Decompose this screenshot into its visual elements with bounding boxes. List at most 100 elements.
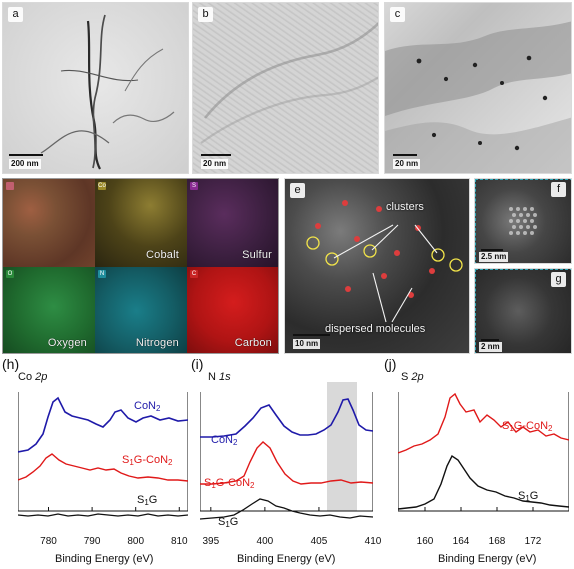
chart-h-svg xyxy=(18,392,188,517)
eds-carbon-label: Carbon xyxy=(234,337,272,349)
panel-g-inset-image: g 2 nm xyxy=(474,268,572,354)
chart-j-s1gcon2-label-sub: 1 xyxy=(509,424,514,433)
chart-h-panel-label: (h) xyxy=(2,356,20,372)
panel-b-tem-image: b 20 nm xyxy=(192,2,379,174)
chart-i-s1gcon2-label-sub2: 2 xyxy=(250,481,255,490)
chart-i-s1g-label-tail: G xyxy=(229,516,239,528)
chart-i-svg xyxy=(200,382,373,520)
panel-e-stem-image: e clusters dispersed molecules 10 nm xyxy=(284,178,470,354)
chart-h-s1g-label: S1G xyxy=(137,494,158,507)
chart-i-panel-label: (i) xyxy=(191,356,204,372)
panel-c-stem-image: c 20 nm xyxy=(384,2,572,174)
panel-f-letter: f xyxy=(551,182,566,197)
eds-sulfur-label: Sulfur xyxy=(242,249,272,261)
panel-g-border xyxy=(475,269,571,353)
chart-i-xtick-label-3: 410 xyxy=(364,536,382,547)
panel-e-scale-bar xyxy=(293,334,330,336)
chart-h-xtick-label-1: 790 xyxy=(83,536,101,547)
chart-h-s1gcon2-label-s: S xyxy=(122,454,130,466)
chart-h-title: Co 2p xyxy=(18,371,47,383)
chart-h-con2-label: CoN2 xyxy=(134,400,161,413)
panel-a-image-art xyxy=(40,14,175,170)
panel-a-letter: a xyxy=(8,7,23,22)
chart-j-s1g-label: S1G xyxy=(518,490,539,503)
chart-j-series-s1gcon2 xyxy=(398,392,569,454)
chart-j-s1g-label-s: S xyxy=(518,490,526,502)
chart-i-con2-label-sub: 2 xyxy=(233,438,238,447)
dispersed-molecules-annotation: dispersed molecules xyxy=(325,323,426,335)
chart-h-con2-label-sub: 2 xyxy=(156,404,161,413)
chart-i-con2-label-main: CoN xyxy=(211,434,234,446)
panel-c-scale-bar xyxy=(393,154,417,156)
eds-sulfur-map: S Sulfur xyxy=(187,179,278,267)
panel-e-image-art xyxy=(306,200,463,323)
panel-f-border xyxy=(475,179,571,263)
panel-f-scale-bar xyxy=(481,249,503,251)
chart-h-s1gcon2-label-sub2: 2 xyxy=(168,458,173,467)
chart-j-svg xyxy=(398,392,569,512)
eds-nitrogen-badge: N xyxy=(98,270,106,278)
chart-h-xtick-label-3: 810 xyxy=(170,536,188,547)
panel-e-scale-label: 10 nm xyxy=(293,339,321,349)
panel-a-scale-label: 200 nm xyxy=(9,159,41,169)
eds-cobalt-map: Co Cobalt xyxy=(95,179,187,267)
chart-i-con2-label: CoN2 xyxy=(211,434,238,447)
eds-sulfur-badge: S xyxy=(190,182,198,190)
chart-j-xtick-label-1: 164 xyxy=(452,536,470,547)
chart-h-title-sub: 2p xyxy=(35,371,48,383)
chart-h-xtick-label-2: 800 xyxy=(127,536,145,547)
chart-i-title-main: N xyxy=(208,371,216,383)
chart-i-series-s1gcon2 xyxy=(200,441,373,485)
eds-nitrogen-map: N Nitrogen xyxy=(95,267,187,353)
chart-h-s1gcon2-label: S1G-CoN2 xyxy=(122,454,173,467)
chart-i-s1g-label: S1G xyxy=(218,516,239,529)
panel-g-letter: g xyxy=(551,272,566,287)
chart-h-s1gcon2-label-sub: 1 xyxy=(129,458,134,467)
chart-h-con2-label-main: CoN xyxy=(134,400,157,412)
chart-i-s1gcon2-label-sub: 1 xyxy=(211,481,216,490)
chart-h-series-con2 xyxy=(18,396,188,453)
panel-b-image-art xyxy=(200,22,378,144)
chart-j-title: S 2p xyxy=(401,371,424,383)
chart-i-xtick-label-2: 405 xyxy=(310,536,328,547)
panel-g-scale-bar xyxy=(481,339,499,341)
chart-i-title: N 1s xyxy=(208,371,231,383)
chart-j-s1gcon2-label-sub2: 2 xyxy=(548,424,553,433)
chart-j-panel-label: (j) xyxy=(384,356,397,372)
chart-i-s1g-label-s: S xyxy=(218,516,226,528)
chart-i-title-sub: 1s xyxy=(219,371,231,383)
panel-e-letter: e xyxy=(290,183,305,198)
clusters-annotation: clusters xyxy=(386,201,424,213)
chart-h-s1g-label-tail: G xyxy=(148,494,158,506)
chart-j-s1gcon2-label-s: S xyxy=(502,420,510,432)
chart-i-xtick-label-1: 400 xyxy=(256,536,274,547)
panel-a-scale-bar xyxy=(9,154,43,156)
chart-i-series-s1g xyxy=(200,498,373,520)
eds-composite-map xyxy=(3,179,95,267)
chart-i-s1gcon2-label-tail: G-CoN xyxy=(215,477,251,489)
chart-j-s1g-label-tail: G xyxy=(529,490,539,502)
panel-b-scale-bar xyxy=(201,154,231,156)
eds-cobalt-label: Cobalt xyxy=(146,249,179,261)
panel-b-scale-label: 20 nm xyxy=(201,159,229,169)
chart-j-s1gcon2-label: S1G-CoN2 xyxy=(502,420,553,433)
eds-cobalt-badge: Co xyxy=(98,182,106,190)
chart-i-s1gcon2-label: S1G-CoN2 xyxy=(204,477,255,490)
panel-a-tem-image: a 200 nm xyxy=(2,2,189,174)
chart-i-xtick-label-0: 395 xyxy=(202,536,220,547)
panel-c-letter: c xyxy=(390,7,405,22)
chart-h-s1g-label-sub: 1 xyxy=(144,498,149,507)
chart-j-xtick-label-2: 168 xyxy=(488,536,506,547)
panel-b-letter: b xyxy=(198,7,213,22)
eds-carbon-badge: C xyxy=(190,270,198,278)
chart-h-xtick-label-0: 780 xyxy=(40,536,57,547)
eds-carbon-map: C Carbon xyxy=(187,267,278,353)
chart-j-xlabel: Binding Energy (eV) xyxy=(438,553,537,565)
chart-j-series-s1g xyxy=(398,454,569,510)
chart-i-xlabel: Binding Energy (eV) xyxy=(237,553,336,565)
eds-oxygen-badge: O xyxy=(6,270,14,278)
chart-j-title-main: S xyxy=(401,371,409,383)
panel-d-eds-maps: d Co Cobalt S Sulfur O Oxygen N Nitrogen… xyxy=(2,178,279,354)
panel-c-image-art xyxy=(385,21,571,173)
chart-h-title-main: Co xyxy=(18,371,33,383)
